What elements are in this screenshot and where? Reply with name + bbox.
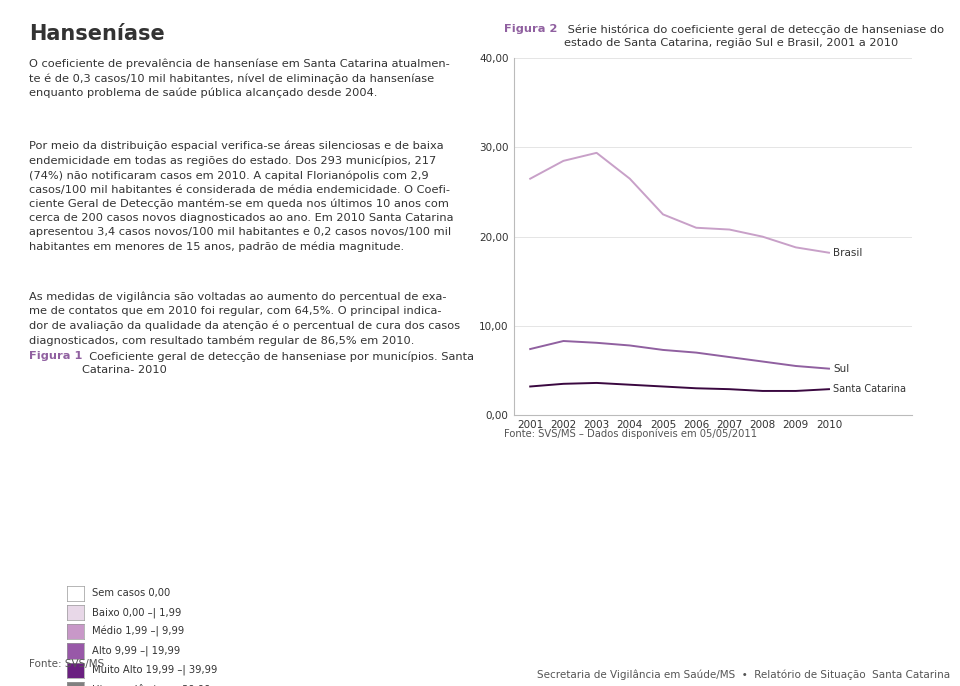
Text: Alto 9,99 –| 19,99: Alto 9,99 –| 19,99 <box>92 646 180 657</box>
Text: Série histórica do coeficiente geral de detecção de hanseniase do
estado de Sant: Série histórica do coeficiente geral de … <box>564 24 945 48</box>
Text: Sul: Sul <box>833 364 850 374</box>
Text: Brasil: Brasil <box>833 248 862 258</box>
Text: Médio 1,99 –| 9,99: Médio 1,99 –| 9,99 <box>92 626 184 637</box>
Text: Fonte: SVS/MS – Dados disponíveis em 05/05/2011: Fonte: SVS/MS – Dados disponíveis em 05/… <box>504 429 757 439</box>
Text: O coeficiente de prevalência de hanseníase em Santa Catarina atualmen-
te é de 0: O coeficiente de prevalência de hansenía… <box>29 58 449 98</box>
Text: Secretaria de Vigilância em Saúde/MS  •  Relatório de Situação  Santa Catarina: Secretaria de Vigilância em Saúde/MS • R… <box>538 670 950 681</box>
Text: Santa Catarina: Santa Catarina <box>833 384 906 394</box>
Text: Baixo 0,00 –| 1,99: Baixo 0,00 –| 1,99 <box>92 607 181 618</box>
Text: Muito Alto 19,99 –| 39,99: Muito Alto 19,99 –| 39,99 <box>92 665 218 676</box>
Text: As medidas de vigilância são voltadas ao aumento do percentual de exa-
me de con: As medidas de vigilância são voltadas ao… <box>29 292 460 346</box>
Text: 6: 6 <box>7 344 17 359</box>
Text: Figura 1: Figura 1 <box>29 351 83 362</box>
Text: Hiperendêmico > 39,99: Hiperendêmico > 39,99 <box>92 684 211 686</box>
Text: Sem casos 0,00: Sem casos 0,00 <box>92 589 171 598</box>
Text: Coeficiente geral de detecção de hanseniase por municípios. Santa
Catarina- 2010: Coeficiente geral de detecção de hanseni… <box>82 351 473 375</box>
Text: Fonte: SVS/MS: Fonte: SVS/MS <box>29 659 104 669</box>
Text: Por meio da distribuição espacial verifica-se áreas silenciosas e de baixa
endem: Por meio da distribuição espacial verifi… <box>29 141 453 252</box>
Text: Figura 2: Figura 2 <box>504 24 558 34</box>
Text: Hanseníase: Hanseníase <box>29 24 164 44</box>
